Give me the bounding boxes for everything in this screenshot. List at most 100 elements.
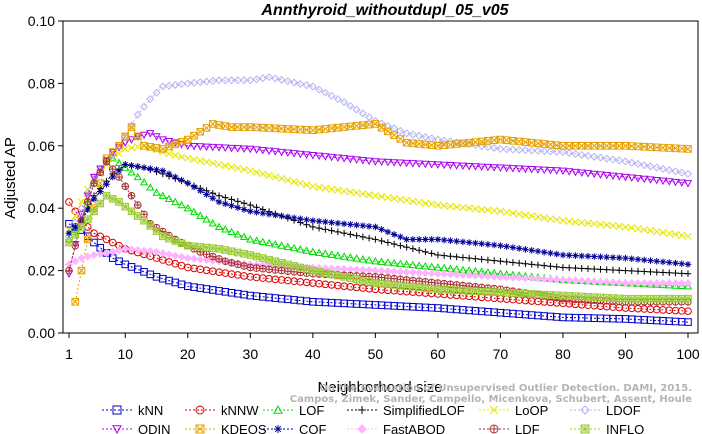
data-point: [259, 170, 267, 178]
legend-item-inflo: INFLO: [570, 422, 644, 434]
data-point: [77, 216, 86, 225]
data-point: [352, 156, 361, 164]
data-point: [252, 146, 261, 154]
data-point: [83, 198, 92, 206]
x-axis-label: Neighborhood size: [317, 379, 442, 396]
data-point: [284, 213, 292, 221]
data-point: [202, 215, 211, 223]
data-point: [602, 293, 611, 302]
data-point: [365, 222, 373, 230]
data-point: [659, 228, 667, 237]
data-point: [121, 139, 130, 148]
data-point: [347, 231, 354, 238]
data-point: [264, 147, 274, 156]
data-point: [583, 170, 593, 178]
data-point: [440, 161, 449, 170]
data-point: [215, 198, 223, 206]
data-point: [115, 246, 124, 255]
data-point: [402, 129, 411, 138]
data-point: [658, 164, 667, 173]
data-point: [228, 202, 235, 210]
data-point: [565, 264, 573, 272]
data-point: [371, 279, 380, 287]
data-point: [246, 251, 255, 259]
y-axis-label: Adjusted AP: [2, 137, 19, 219]
data-point: [265, 210, 273, 218]
data-point: [339, 155, 349, 163]
data-point: [572, 252, 579, 259]
data-point: [134, 163, 142, 170]
data-point: [565, 252, 573, 259]
legend-marker: [195, 424, 205, 434]
data-point: [383, 267, 392, 276]
data-point: [583, 151, 592, 160]
data-point: [96, 232, 105, 241]
data-point: [365, 191, 373, 199]
data-point: [284, 176, 292, 184]
data-point: [222, 194, 229, 201]
data-point: [71, 212, 79, 220]
data-point: [684, 318, 692, 326]
data-point: [415, 277, 423, 286]
data-point: [102, 235, 111, 244]
data-point: [152, 227, 161, 235]
data-point: [321, 269, 330, 277]
data-point: [114, 158, 124, 167]
legend-label: INFLO: [606, 422, 644, 434]
data-point: [171, 278, 180, 287]
data-point: [678, 270, 686, 277]
data-point: [634, 225, 642, 233]
data-point: [434, 236, 442, 243]
data-point: [534, 261, 542, 269]
data-point: [222, 200, 229, 208]
y-tick-label: 0.04: [28, 200, 55, 216]
data-point: [615, 173, 624, 181]
data-point: [621, 294, 630, 303]
data-point: [134, 143, 142, 151]
data-point: [202, 77, 211, 86]
data-point: [296, 179, 304, 187]
data-point: [677, 294, 686, 303]
data-point: [421, 278, 430, 286]
data-point: [421, 199, 430, 207]
data-point: [71, 257, 80, 266]
data-point: [240, 249, 248, 258]
data-point: [221, 257, 230, 266]
data-point: [221, 144, 230, 153]
data-point: [146, 165, 154, 172]
data-point: [521, 289, 530, 298]
legend-item-odin: ODIN: [102, 422, 171, 434]
data-point: [477, 163, 486, 172]
data-point: [671, 167, 680, 176]
data-point: [171, 173, 179, 181]
data-point: [490, 143, 499, 152]
data-point: [483, 272, 492, 281]
data-point: [496, 272, 505, 281]
data-point: [246, 76, 255, 85]
data-point: [303, 216, 310, 224]
data-point: [627, 174, 636, 182]
data-point: [108, 247, 117, 256]
data-point: [422, 248, 429, 256]
data-point: [515, 145, 524, 154]
data-point: [309, 266, 317, 275]
legend-marker: [112, 425, 122, 434]
data-point: [602, 154, 611, 163]
data-point: [102, 157, 111, 166]
data-point: [221, 76, 230, 85]
data-point: [653, 257, 661, 265]
data-point: [484, 137, 492, 145]
data-point: [383, 158, 393, 167]
data-point: [71, 230, 80, 239]
data-point: [622, 254, 629, 262]
data-point: [590, 277, 599, 286]
data-point: [665, 294, 674, 303]
data-point: [227, 163, 236, 171]
data-point: [209, 159, 217, 167]
data-point: [503, 258, 510, 266]
data-point: [490, 257, 498, 264]
data-point: [140, 102, 149, 111]
data-point: [421, 133, 430, 142]
data-point: [527, 290, 536, 298]
data-point: [333, 154, 343, 162]
